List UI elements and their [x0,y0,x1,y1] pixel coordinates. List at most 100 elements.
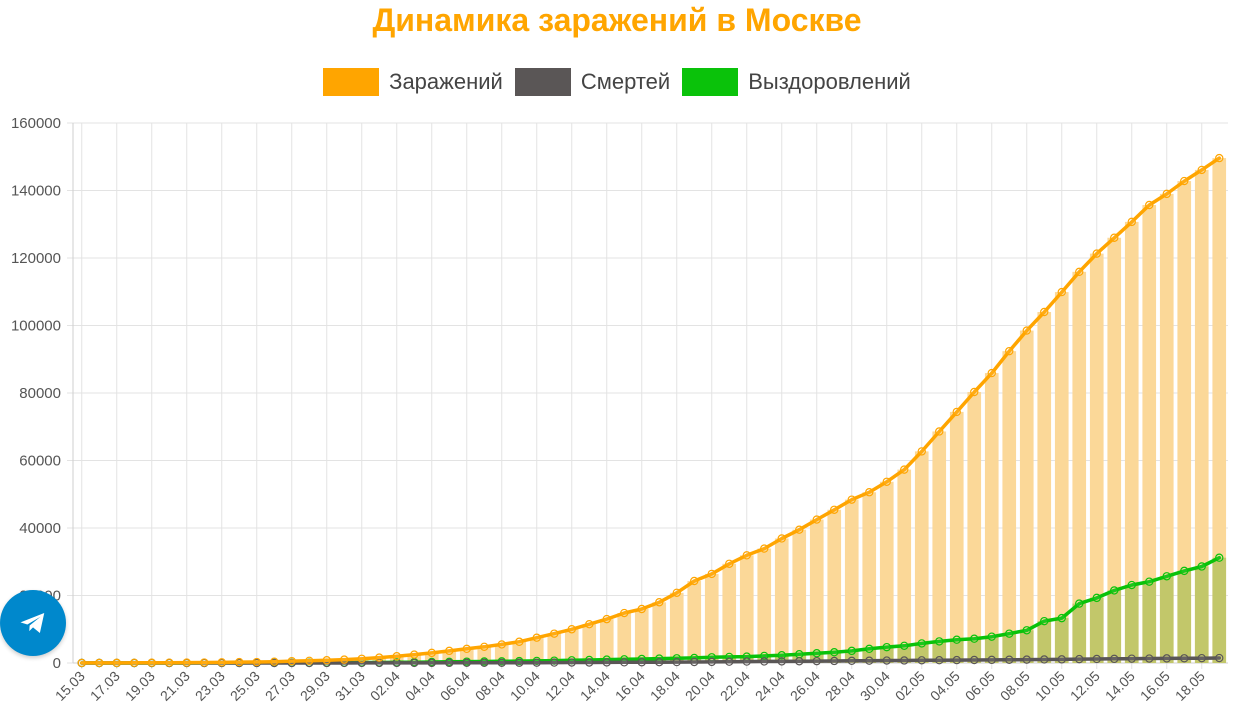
x-tick-label: 31.03 [332,668,368,704]
x-tick-label: 06.05 [962,668,998,704]
point-recovered [1040,616,1049,626]
legend-item-infected[interactable]: Заражений [323,68,503,96]
point-deaths [550,658,559,667]
point-infected [1215,153,1224,163]
point-infected [1197,165,1206,175]
point-recovered [1197,562,1206,571]
point-deaths [1145,654,1154,663]
bar-infected [1159,193,1174,663]
bar-infected [617,613,632,663]
x-tick-label: 18.04 [647,668,683,704]
bar-recovered [1089,597,1104,663]
x-tick-label: 02.04 [367,668,403,704]
point-deaths [847,656,856,666]
point-deaths [1040,655,1049,664]
point-deaths [1197,653,1206,663]
point-infected [1162,189,1171,199]
point-infected [865,488,874,497]
bar-infected [949,411,964,663]
point-deaths [1215,653,1224,663]
bar-recovered [1107,590,1122,663]
point-infected [1005,346,1014,356]
point-infected [550,629,559,638]
point-deaths [637,658,646,667]
legend-label-recovered: Выздоровлений [748,69,911,94]
point-infected [812,515,821,524]
point-infected [1092,249,1101,258]
point-recovered [777,651,786,660]
point-infected [235,657,244,667]
point-infected [690,576,699,586]
bar-recovered [1194,566,1209,663]
bar-recovered [984,636,999,663]
bar-infected [1019,330,1034,663]
telegram-button[interactable] [0,590,66,656]
point-infected [322,656,331,665]
bar-infected [774,538,789,663]
point-infected [760,544,769,553]
point-infected [130,658,139,667]
point-infected [375,653,384,662]
y-tick-label: 100000 [11,318,61,335]
point-deaths [497,658,506,667]
point-recovered [830,648,839,657]
bar-recovered [1002,633,1017,663]
point-infected [830,505,839,514]
point-infected [497,640,506,649]
legend-item-deaths[interactable]: Смертей [514,68,670,96]
legend-item-recovered[interactable]: Выздоровлений [682,68,911,96]
point-deaths [830,656,839,666]
point-infected [655,598,664,607]
point-deaths [1057,655,1066,664]
point-infected [200,658,209,667]
x-tick-label: 19.03 [122,668,158,704]
point-infected [182,658,191,667]
bar-infected [477,646,492,663]
x-tick-label: 06.04 [437,668,473,704]
point-infected [935,427,944,436]
point-deaths [567,658,576,667]
bar-infected [897,469,912,663]
x-tick-label: 08.05 [997,668,1033,704]
point-recovered [917,639,926,648]
point-deaths [917,656,926,665]
bar-infected [599,619,614,663]
point-infected [147,658,156,667]
point-recovered [1145,577,1154,586]
point-deaths [427,658,436,668]
point-deaths [602,658,611,667]
point-deaths [1005,655,1014,664]
bar-infected [1002,351,1017,663]
point-recovered [1092,593,1101,603]
point-deaths [952,655,961,665]
point-deaths [865,656,874,665]
x-tick-label: 12.04 [542,668,578,704]
point-infected [602,614,611,624]
bar-infected [564,629,579,663]
chart-legend: Заражений Смертей Выздоровлений [0,68,1234,96]
x-tick-label: 16.04 [612,668,648,704]
chart-title: Динамика заражений в Москве [372,2,862,38]
x-tick-label: 12.05 [1067,668,1103,704]
bar-recovered [1072,603,1087,663]
point-infected [480,642,489,652]
point-infected [427,648,436,658]
point-recovered [1215,553,1224,562]
bar-infected [967,391,982,663]
point-deaths [777,657,786,666]
point-deaths [1110,654,1119,664]
x-tick-label: 20.04 [682,668,718,704]
point-infected [77,658,86,668]
bar-recovered [949,639,964,663]
bar-recovered [1124,585,1139,663]
bar-infected [687,580,702,663]
bar-infected [529,637,544,663]
point-deaths [970,655,979,665]
point-infected [1110,233,1119,242]
point-infected [165,658,174,667]
x-tick-label: 27.03 [262,668,298,704]
bar-recovered [1159,576,1174,663]
x-tick-label: 28.04 [822,668,858,704]
point-infected [340,655,349,664]
x-tick-label: 25.03 [227,668,263,704]
